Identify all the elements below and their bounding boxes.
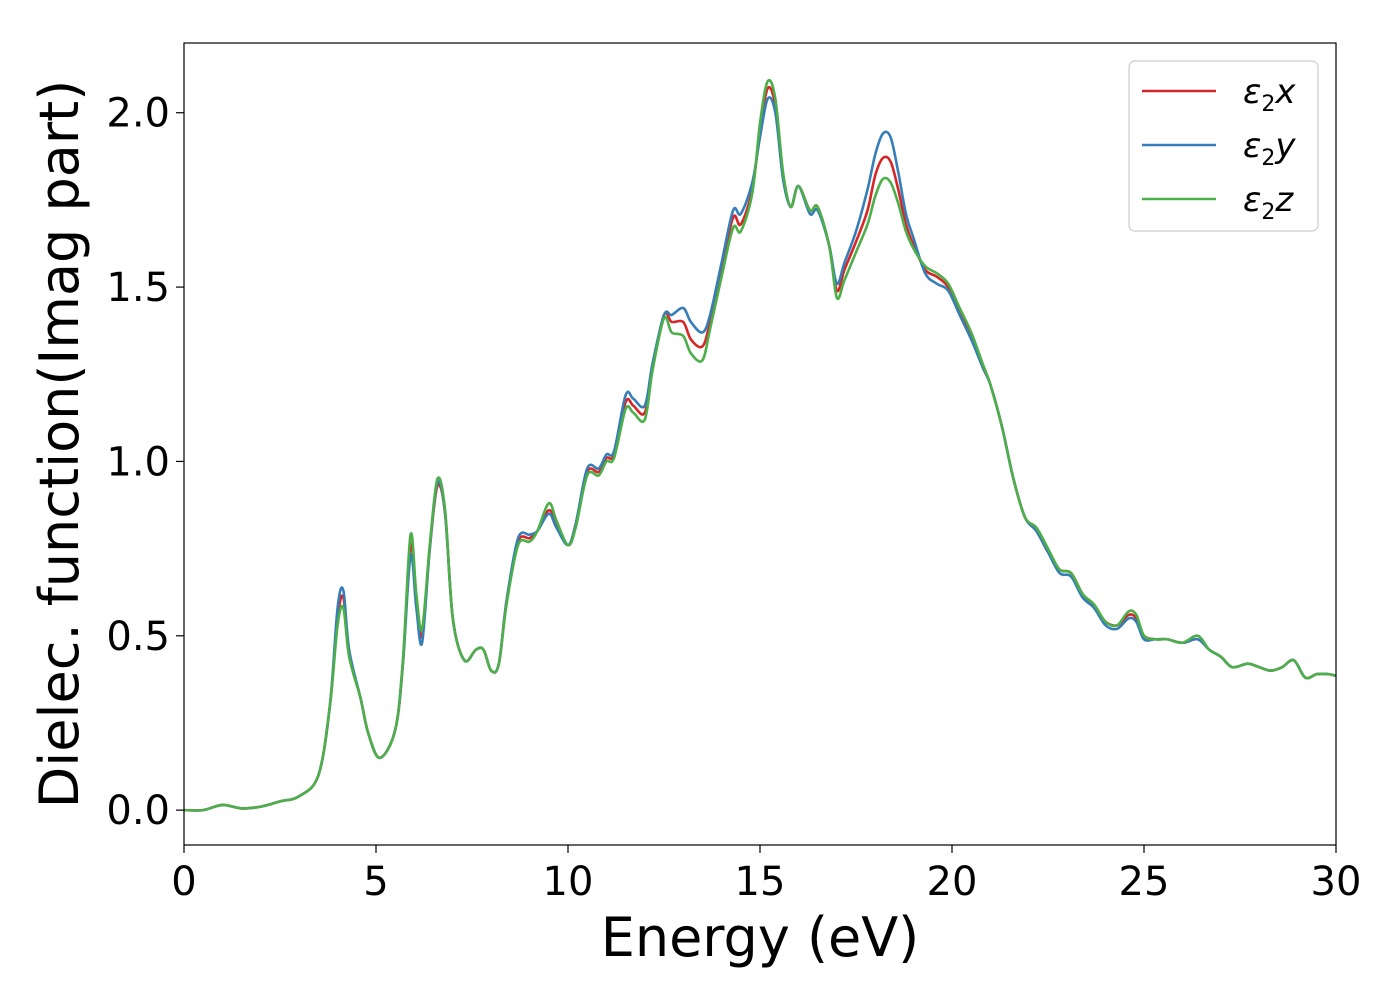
legend-box xyxy=(1128,60,1319,232)
x-tick-label: 15 xyxy=(735,859,786,905)
x-tick-label: 10 xyxy=(543,859,594,905)
y-tick-label: 0.5 xyxy=(106,614,170,660)
legend-entry-label: ε2z xyxy=(1243,180,1294,225)
y-tick-label: 0.0 xyxy=(106,788,170,834)
x-tick-label: 5 xyxy=(363,859,388,905)
y-tick-label: 1.5 xyxy=(106,265,170,311)
y-tick-label: 1.0 xyxy=(106,439,170,485)
x-axis-label: Energy (eV) xyxy=(601,906,920,969)
y-axis-label: Dielec. function(Imag part) xyxy=(28,80,91,809)
legend: ε2x ε2y ε2z xyxy=(1128,60,1319,232)
x-tick-label: 20 xyxy=(927,859,978,905)
legend-entry-label: ε2y xyxy=(1243,126,1296,171)
series-lines xyxy=(184,78,1336,812)
x-tick-label: 25 xyxy=(1119,859,1170,905)
series-line-3 xyxy=(184,78,1336,812)
x-tick-label: 30 xyxy=(1311,859,1362,905)
y-axis-ticks: 0.0 0.5 1.0 1.5 2.0 xyxy=(106,91,184,834)
legend-entry-label: ε2x xyxy=(1243,72,1296,117)
x-axis-ticks: 0 5 10 15 20 25 30 xyxy=(171,845,1361,905)
y-tick-label: 2.0 xyxy=(106,91,170,137)
x-tick-label: 0 xyxy=(171,859,196,905)
